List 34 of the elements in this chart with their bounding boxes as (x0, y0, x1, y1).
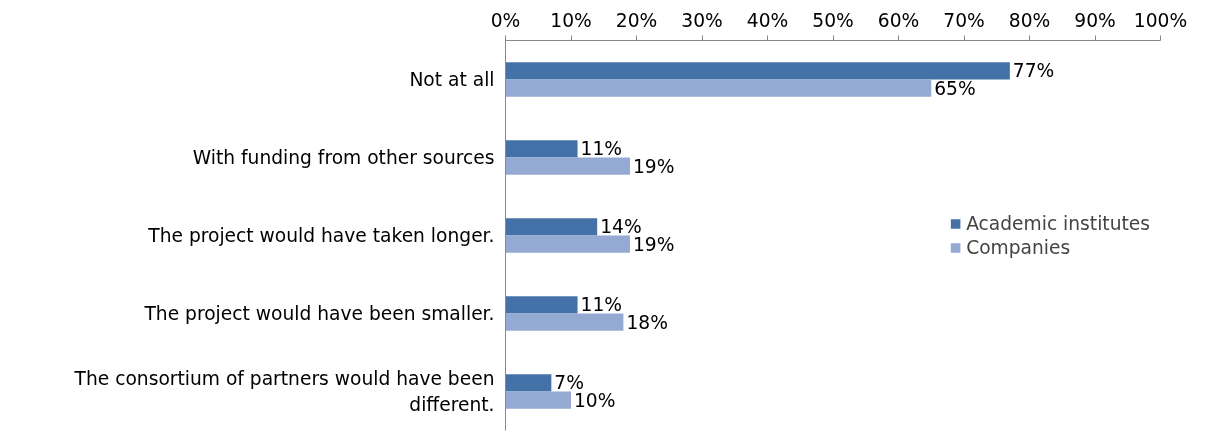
x-tick-label: 20% (615, 9, 658, 31)
data-label: 65% (934, 77, 976, 99)
y-tick-label: With funding from other sources (192, 147, 495, 168)
x-tick-label: 70% (943, 9, 985, 31)
x-tick-label: 60% (877, 9, 920, 31)
bar (505, 140, 578, 158)
bar (505, 374, 552, 392)
bar (505, 79, 932, 97)
bar (505, 235, 630, 253)
data-label: 11% (580, 294, 623, 316)
y-tick-label: The project would have taken longer. (147, 225, 495, 246)
x-tick-label: 90% (1074, 9, 1116, 31)
x-tick-label: 50% (812, 9, 854, 31)
x-tick-label: 100% (1133, 9, 1188, 31)
bar (505, 157, 630, 175)
bar (505, 62, 1010, 80)
data-label: 19% (632, 155, 675, 177)
y-tick-label: The project would have been smaller. (143, 303, 495, 324)
data-label: 77% (1012, 60, 1055, 82)
data-label: 11% (580, 138, 623, 160)
bar (505, 296, 578, 314)
bar (505, 313, 624, 331)
legend-label: Academic institutes (966, 212, 1150, 234)
bar (505, 391, 571, 409)
data-label: 18% (626, 311, 668, 333)
x-tick-label: 10% (550, 9, 592, 31)
x-tick-label: 30% (681, 9, 723, 31)
x-tick-label: 80% (1008, 9, 1051, 31)
y-tick-label: The consortium of partners would have been different. (73, 368, 495, 415)
bar (505, 218, 598, 236)
y-tick-label: Not at all (409, 69, 495, 90)
x-tick-label: 40% (746, 9, 789, 31)
legend-label: Companies (966, 236, 1071, 258)
x-tick-label: 0% (490, 9, 521, 31)
